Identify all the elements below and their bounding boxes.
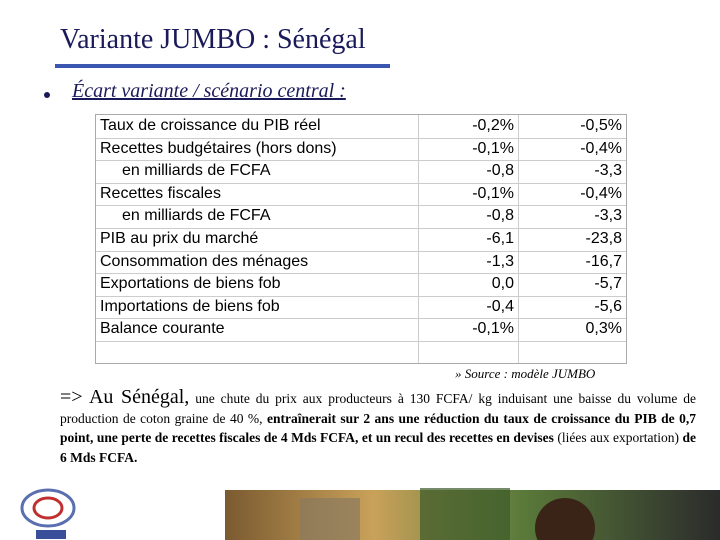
table-row: Recettes fiscales -0,1% -0,4%: [96, 183, 626, 207]
row-label: Taux de croissance du PIB réel: [100, 117, 321, 134]
table-row: en milliards de FCFA -0,8 -3,3: [96, 160, 626, 184]
photo: [300, 498, 360, 540]
slide-title: Variante JUMBO : Sénégal: [60, 24, 366, 55]
text-segment: entraînerait sur 2 ans une réduction du …: [60, 410, 696, 446]
row-label: Balance courante: [100, 320, 225, 338]
table-row: Taux de croissance du PIB réel -0,2% -0,5%: [96, 115, 626, 139]
value-cell: -0,2%: [472, 117, 514, 134]
footer-images: [20, 488, 720, 540]
value-cell: -3,3: [594, 207, 622, 225]
row-label: en milliards de FCFA: [122, 162, 271, 180]
column-separator: [418, 115, 419, 363]
title-rule: [55, 64, 390, 68]
table-row: en milliards de FCFA -0,8 -3,3: [96, 205, 626, 229]
table-row: PIB au prix du marché -6,1 -23,8: [96, 228, 626, 252]
value-cell: -5,7: [594, 275, 622, 293]
column-separator: [518, 115, 519, 363]
source-note: » Source : modèle JUMBO: [455, 366, 596, 381]
value-cell: -5,6: [594, 297, 622, 315]
bullet-text: Écart variante / scénario central :: [72, 80, 346, 102]
row-label: Importations de biens fob: [100, 297, 280, 315]
photo: [535, 498, 595, 540]
photo: [420, 488, 510, 540]
text-segment: de 6 Mds FCFA.: [60, 430, 696, 465]
value-cell: -1,3: [486, 252, 514, 270]
table-row: Balance courante -0,1% 0,3%: [96, 318, 626, 342]
value-cell: -0,1%: [472, 320, 514, 338]
logo: [20, 488, 76, 539]
value-cell: -23,8: [585, 230, 622, 247]
value-cell: -0,4: [486, 297, 514, 315]
value-cell: -6,1: [486, 230, 514, 247]
value-cell: -0,4%: [580, 139, 622, 157]
table-row: Consommation des ménages -1,3 -16,7: [96, 251, 626, 275]
value-cell: -0,1%: [472, 184, 514, 202]
value-cell: -0,4%: [580, 184, 622, 202]
value-cell: 0,0: [491, 275, 514, 293]
value-cell: -0,5%: [580, 117, 622, 134]
row-label: en milliards de FCFA: [122, 207, 271, 225]
table-row: Exportations de biens fob 0,0 -5,7: [96, 273, 626, 297]
value-cell: 0,3%: [585, 320, 622, 338]
conclusion-paragraph: => Au Sénégal, une chute du prix aux pro…: [60, 386, 696, 467]
row-label: Recettes budgétaires (hors dons): [100, 139, 337, 157]
text-segment: => Au Sénégal,: [60, 386, 190, 408]
row-label: Consommation des ménages: [100, 252, 309, 270]
table-row: Importations de biens fob -0,4 -5,6: [96, 296, 626, 320]
value-cell: -16,7: [585, 252, 622, 270]
row-label: Exportations de biens fob: [100, 275, 281, 293]
table-row: Recettes budgétaires (hors dons) -0,1% -0,…: [96, 138, 626, 162]
value-cell: -0,8: [486, 162, 514, 180]
data-table: Taux de croissance du PIB réel -0,2% -0,5%…: [95, 114, 627, 364]
row-label: Recettes fiscales: [100, 184, 221, 202]
value-cell: -0,8: [486, 207, 514, 225]
bullet-dot: [44, 92, 50, 98]
text-segment: une chute du prix aux producteurs à 130 …: [60, 391, 696, 426]
value-cell: -0,1%: [472, 139, 514, 157]
row-label: PIB au prix du marché: [100, 230, 259, 247]
text-segment: (liées aux exportation): [553, 430, 683, 445]
value-cell: -3,3: [594, 162, 622, 180]
